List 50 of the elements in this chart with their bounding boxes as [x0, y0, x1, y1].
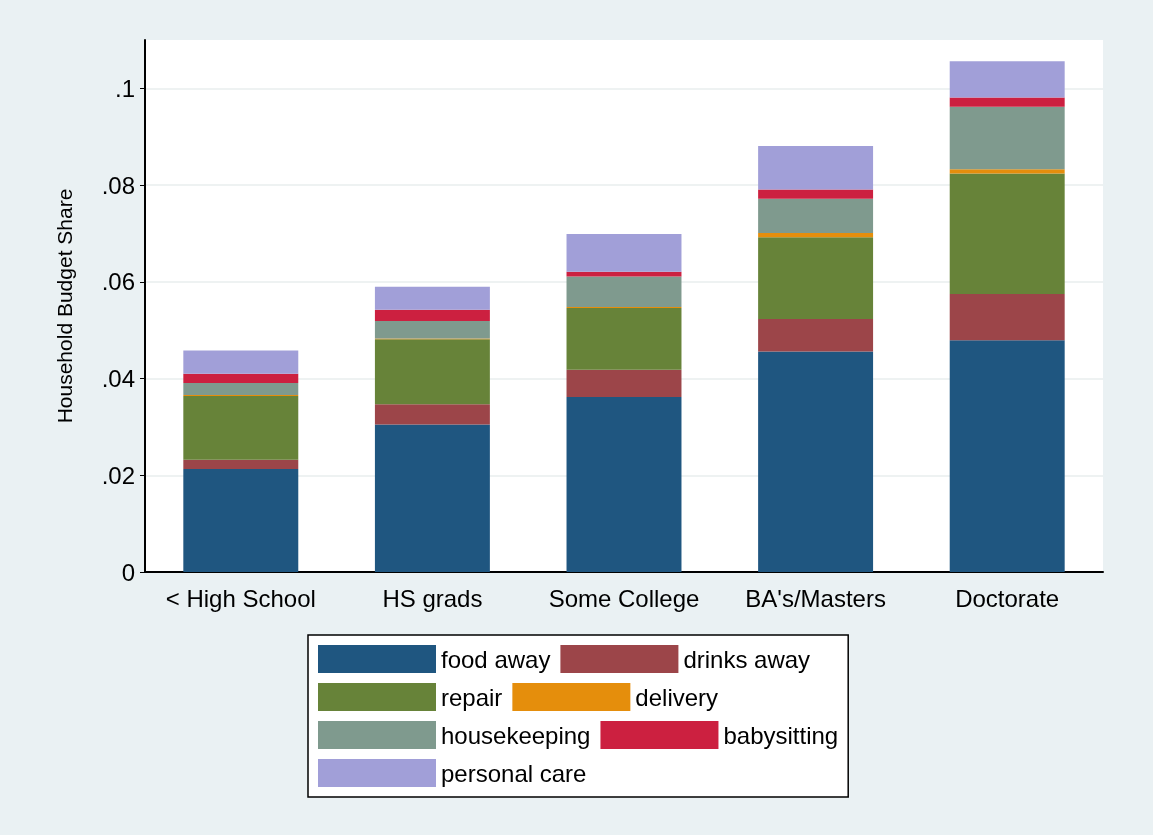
- bar: [566, 233, 682, 272]
- bar: [758, 145, 874, 190]
- bar: [183, 468, 299, 572]
- y-tick-label: .04: [101, 365, 135, 393]
- legend-label: delivery: [635, 683, 719, 711]
- legend-label: repair: [441, 683, 503, 711]
- bar: [374, 320, 490, 339]
- y-axis-title: Household Budget Share: [53, 188, 76, 424]
- y-tick-label: 0: [121, 558, 135, 586]
- legend-label: personal care: [441, 759, 587, 787]
- bar: [758, 232, 874, 238]
- x-tick-label: Some College: [548, 584, 700, 612]
- x-tick-label: Doctorate: [955, 584, 1060, 612]
- bar: [758, 198, 874, 233]
- bar: [374, 286, 490, 310]
- bar: [949, 169, 1065, 174]
- bar: [758, 189, 874, 199]
- bar: [183, 382, 299, 395]
- bar: [758, 351, 874, 572]
- bar: [183, 459, 299, 469]
- legend-label: babysitting: [723, 721, 839, 749]
- bar: [949, 293, 1065, 341]
- bar: [949, 106, 1065, 170]
- y-tick-label: .08: [101, 171, 135, 199]
- x-tick-label: BA's/Masters: [745, 584, 886, 612]
- x-tick-label: HS grads: [382, 584, 483, 612]
- bar: [566, 396, 682, 572]
- y-tick-label: .02: [101, 461, 135, 489]
- legend-label: housekeeping: [441, 721, 591, 749]
- bar: [949, 340, 1065, 572]
- bar: [758, 237, 874, 320]
- bar: [183, 350, 299, 374]
- bar: [374, 309, 490, 321]
- legend-label: drinks away: [683, 645, 811, 673]
- bar: [183, 373, 299, 383]
- bar: [949, 173, 1065, 294]
- bar: [949, 97, 1065, 107]
- x-tick-label: < High School: [165, 584, 316, 612]
- bar: [374, 424, 490, 572]
- y-tick-label: .1: [114, 74, 135, 102]
- bar: [183, 395, 299, 460]
- bar: [566, 307, 682, 370]
- bar: [566, 276, 682, 307]
- y-tick-label: .06: [101, 268, 135, 296]
- legend-label: food away: [441, 645, 551, 673]
- bar: [949, 61, 1065, 98]
- bar: [758, 319, 874, 352]
- bar: [374, 339, 490, 405]
- bar: [374, 404, 490, 425]
- bar: [566, 369, 682, 397]
